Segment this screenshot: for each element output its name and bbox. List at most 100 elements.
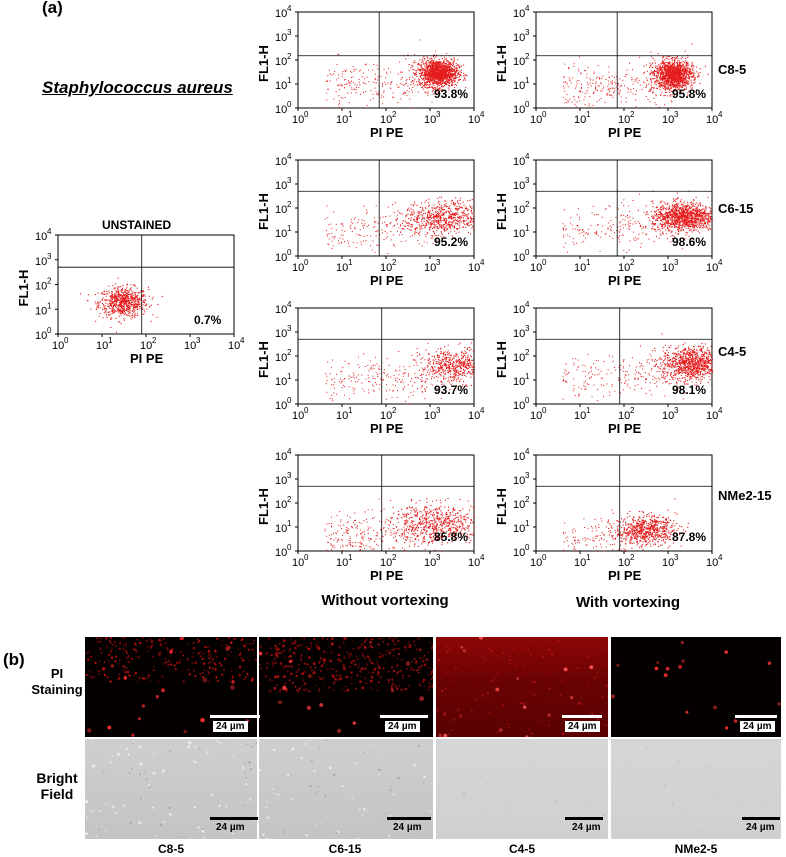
- scale-bar-pi-1: [380, 715, 428, 718]
- y-tick-label: 10: [275, 56, 287, 68]
- micrograph-pi-c4-5: [436, 637, 608, 737]
- x-tick-label: 10: [574, 557, 586, 569]
- y-tick-label: 10: [513, 56, 525, 68]
- scale-text-bf-3: 24 µm: [743, 822, 778, 833]
- x-tick-exponent: 1: [108, 336, 113, 345]
- x-tick-exponent: 0: [304, 110, 309, 119]
- y-axis-label: FL1-H: [256, 193, 271, 230]
- x-axis-label: PI PE: [608, 568, 642, 583]
- y-tick-exponent: 4: [47, 227, 52, 236]
- scale-bar-bf-3: [742, 817, 780, 820]
- flow-plot-c6-15-with: 10 010 010 110 110 210 210 310 310 410 4PI PEFL1-H…: [494, 152, 723, 288]
- y-tick-exponent: 1: [287, 372, 292, 381]
- y-tick-label: 10: [35, 231, 47, 243]
- label-nme2-15: NMe2-15: [718, 488, 772, 503]
- y-tick-exponent: 2: [47, 277, 52, 286]
- x-tick-label: 10: [706, 410, 718, 422]
- scale-bar-bf-0: [210, 817, 258, 820]
- percent-label: 0.7%: [194, 313, 222, 327]
- scale-bar-pi-3: [735, 715, 777, 718]
- x-axis-label: PI PE: [608, 421, 642, 436]
- y-tick-exponent: 2: [525, 200, 530, 209]
- y-tick-label: 10: [513, 328, 525, 340]
- y-tick-exponent: 4: [287, 447, 292, 456]
- scale-bar-bf-1: [387, 817, 431, 820]
- y-tick-exponent: 4: [525, 4, 530, 13]
- row-label-bright-field: Bright Field: [24, 770, 90, 802]
- micrograph-texture: [625, 746, 772, 832]
- y-tick-exponent: 1: [525, 372, 530, 381]
- y-tick-label: 10: [513, 32, 525, 44]
- row-label-bright-line1: Bright: [36, 770, 78, 786]
- percent-label: 95.2%: [434, 235, 468, 249]
- plot-frame: [297, 307, 475, 405]
- x-tick-label: 10: [530, 557, 542, 569]
- y-tick-exponent: 3: [525, 471, 530, 480]
- plot-frame: [297, 159, 475, 257]
- x-tick-label: 10: [662, 262, 674, 274]
- col-label-c6-15: C6-15: [328, 842, 362, 856]
- x-tick-label: 10: [52, 340, 64, 352]
- x-tick-exponent: 3: [674, 258, 679, 267]
- scale-text-pi-1: 24 µm: [385, 721, 420, 732]
- y-axis-label: FL1-H: [494, 45, 509, 82]
- y-tick-label: 10: [35, 281, 47, 293]
- y-tick-label: 10: [513, 547, 525, 559]
- x-tick-label: 10: [424, 557, 436, 569]
- y-tick-label: 10: [275, 499, 287, 511]
- y-tick-exponent: 3: [287, 324, 292, 333]
- y-tick-label: 10: [275, 400, 287, 412]
- percent-label: 98.6%: [672, 235, 706, 249]
- x-tick-label: 10: [468, 557, 480, 569]
- x-tick-exponent: 3: [436, 258, 441, 267]
- x-tick-exponent: 4: [718, 110, 723, 119]
- x-axis-label: PI PE: [370, 273, 404, 288]
- x-tick-label: 10: [292, 114, 304, 126]
- x-tick-exponent: 0: [304, 553, 309, 562]
- y-tick-exponent: 0: [47, 326, 52, 335]
- micrograph-texture: [438, 637, 594, 737]
- y-axis-label: FL1-H: [256, 488, 271, 525]
- panel-b-label: (b): [3, 650, 25, 669]
- y-tick-exponent: 3: [525, 176, 530, 185]
- micrograph-texture: [259, 651, 425, 733]
- y-tick-label: 10: [275, 156, 287, 168]
- y-tick-exponent: 0: [287, 396, 292, 405]
- x-tick-exponent: 0: [542, 110, 547, 119]
- y-tick-exponent: 2: [525, 52, 530, 61]
- y-tick-exponent: 1: [287, 519, 292, 528]
- caption-without-vortexing: Without vortexing: [321, 592, 449, 609]
- x-tick-label: 10: [618, 557, 630, 569]
- y-tick-exponent: 1: [525, 76, 530, 85]
- micrograph-pi-c8-5: [85, 637, 257, 737]
- scale-bar-pi-2: [562, 715, 602, 718]
- percent-label: 87.8%: [672, 530, 706, 544]
- col-label-nme2-5: NMe2-5: [674, 842, 718, 856]
- x-axis-label: PI PE: [608, 273, 642, 288]
- x-tick-exponent: 4: [718, 406, 723, 415]
- x-tick-exponent: 0: [304, 406, 309, 415]
- y-tick-label: 10: [275, 180, 287, 192]
- x-tick-label: 10: [662, 114, 674, 126]
- label-c6-15: C6-15: [718, 201, 754, 216]
- x-tick-exponent: 3: [436, 110, 441, 119]
- x-tick-exponent: 2: [152, 336, 157, 345]
- y-tick-exponent: 3: [47, 252, 52, 261]
- y-tick-label: 10: [275, 304, 287, 316]
- flow-plot-c6-15-without: 10 010 010 110 110 210 210 310 310 410 4PI PEFL1-H…: [256, 152, 485, 288]
- y-tick-label: 10: [275, 228, 287, 240]
- plot-frame: [535, 454, 713, 552]
- col-label-c8-5: C8-5: [157, 842, 184, 856]
- x-tick-exponent: 4: [718, 553, 723, 562]
- x-tick-label: 10: [530, 410, 542, 422]
- x-tick-exponent: 2: [392, 553, 397, 562]
- x-tick-label: 10: [380, 557, 392, 569]
- y-tick-label: 10: [513, 252, 525, 264]
- x-tick-label: 10: [292, 410, 304, 422]
- x-tick-exponent: 3: [674, 110, 679, 119]
- x-tick-label: 10: [706, 114, 718, 126]
- plot-frame: [297, 11, 475, 109]
- label-c8-5: C8-5: [718, 62, 747, 77]
- y-tick-exponent: 3: [287, 471, 292, 480]
- x-tick-exponent: 1: [348, 110, 353, 119]
